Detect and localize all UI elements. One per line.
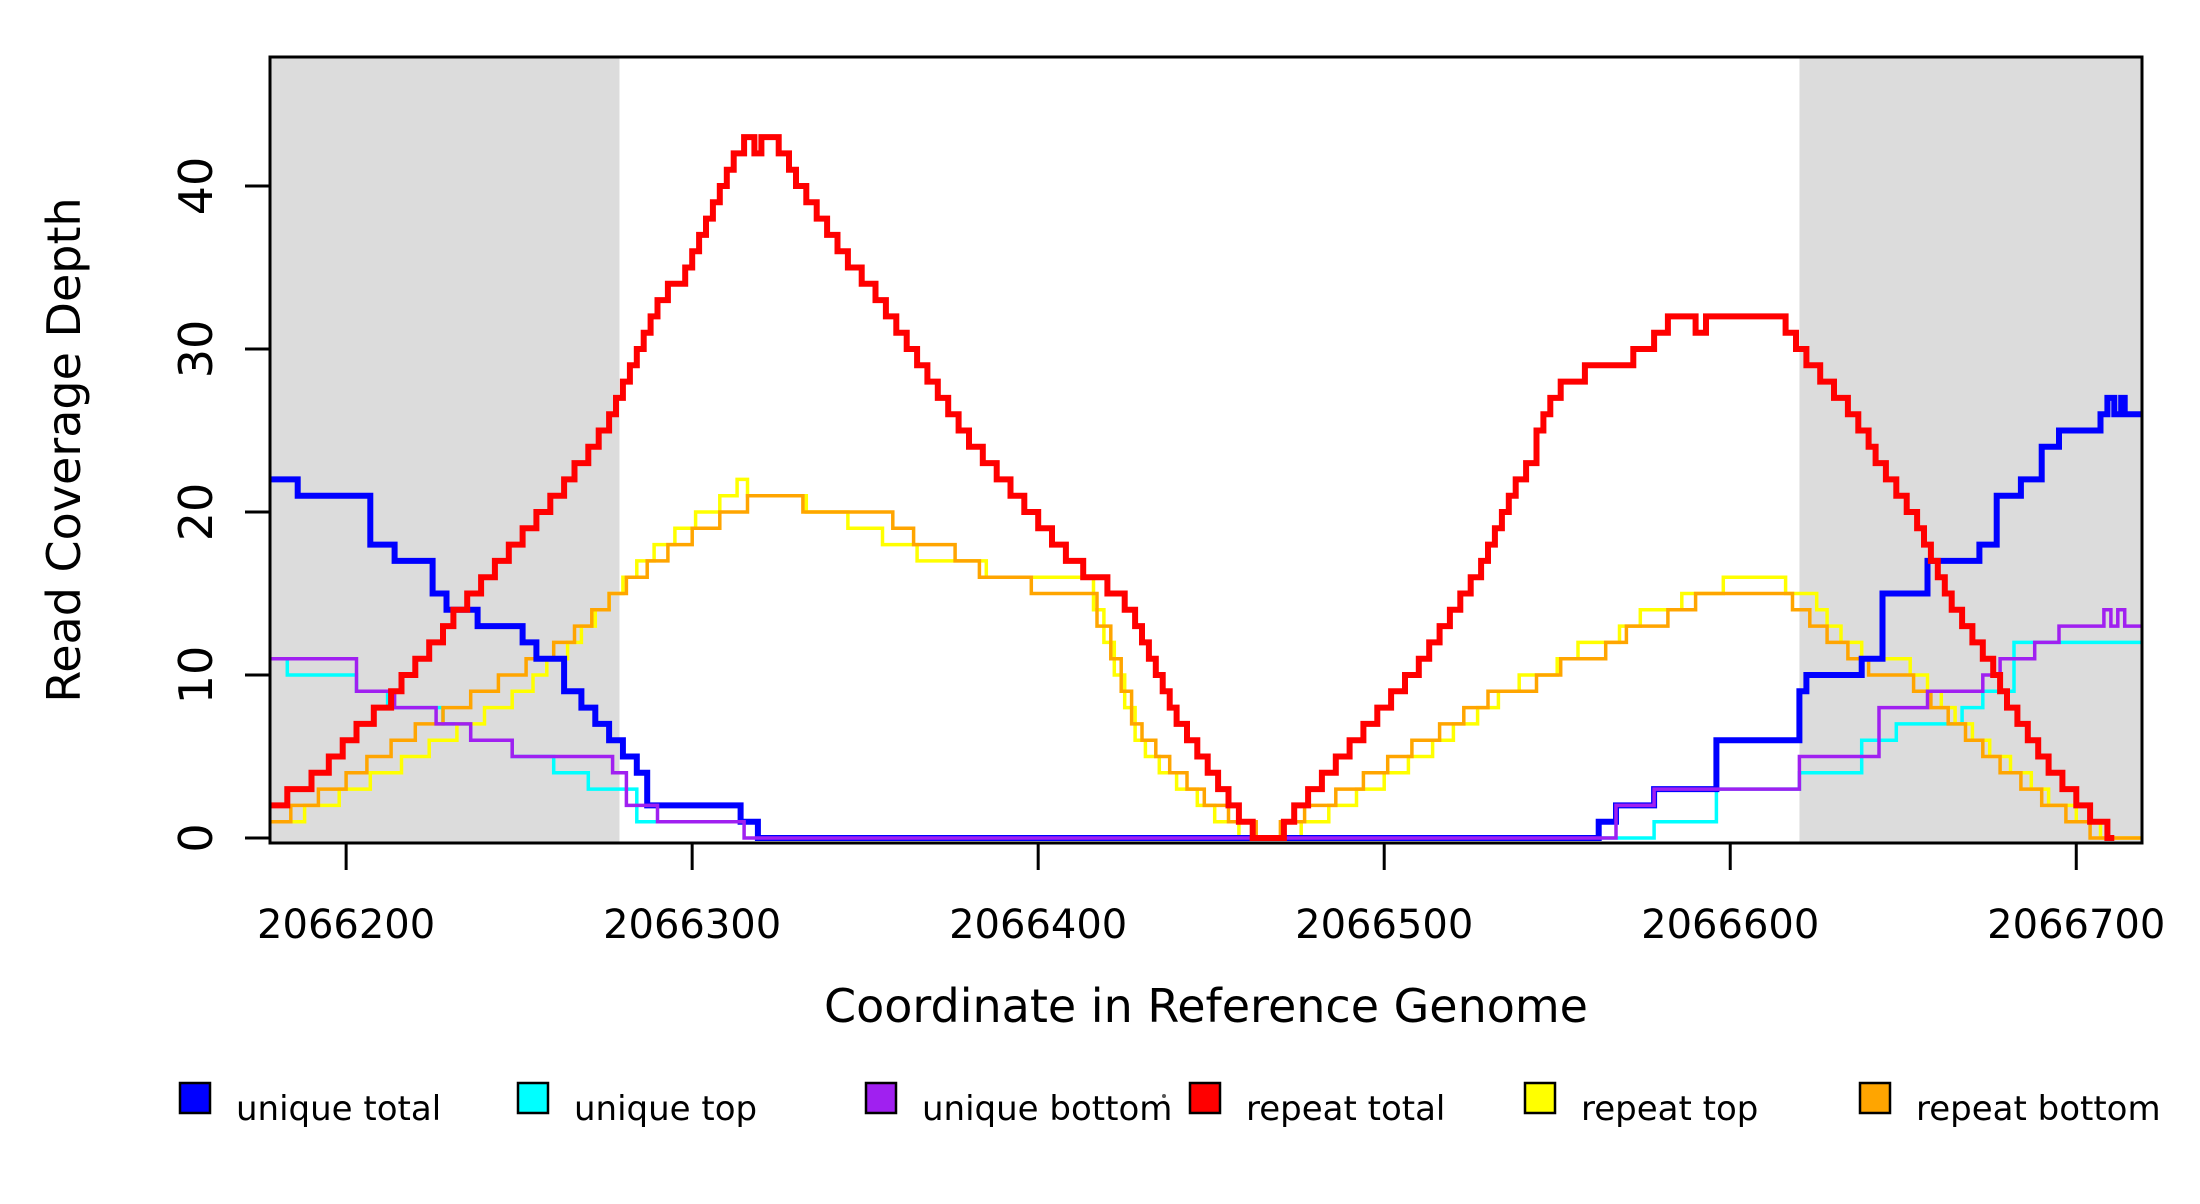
legend-swatch-unique-total <box>178 1081 212 1115</box>
x-axis-title: Coordinate in Reference Genome <box>824 979 1588 1033</box>
legend-item-unique-bottom: unique bottom <box>864 1081 1172 1129</box>
legend-item-unique-top: unique top <box>516 1081 757 1129</box>
y-axis-title: Read Coverage Depth <box>37 197 91 702</box>
series-line-unique-total <box>270 394 2142 841</box>
legend-label-unique-top: unique top <box>574 1089 757 1129</box>
legend-item-repeat-top: repeat top <box>1523 1081 1758 1129</box>
y-tick-label: 10 <box>169 646 223 705</box>
legend-item-repeat-total: repeat total <box>1188 1081 1445 1129</box>
series-line-repeat-total <box>270 134 2115 841</box>
x-tick-label: 2066700 <box>1987 902 2165 948</box>
legend-label-unique-bottom: unique bottom <box>922 1089 1172 1129</box>
legend-label-repeat-top: repeat top <box>1581 1089 1758 1129</box>
legend-swatch-repeat-bottom <box>1858 1081 1892 1115</box>
shaded-regions-layer <box>270 57 2142 843</box>
x-tick-label: 2066300 <box>603 902 781 948</box>
x-tick-label: 2066500 <box>1295 902 1473 948</box>
y-tick-label: 30 <box>169 320 223 379</box>
x-tick-label: 2066200 <box>257 902 435 948</box>
legend: unique total unique top unique bottom repea… <box>178 1081 2161 1129</box>
legend-item-unique-total: unique total <box>178 1081 441 1129</box>
legend-swatch-repeat-total <box>1188 1081 1222 1115</box>
legend-item-repeat-bottom: repeat bottom <box>1858 1081 2161 1129</box>
legend-swatch-unique-top <box>516 1081 550 1115</box>
legend-label-repeat-total: repeat total <box>1246 1089 1445 1129</box>
x-tick-label: 2066600 <box>1641 902 1819 948</box>
legend-swatch-unique-bottom <box>864 1081 898 1115</box>
legend-label-repeat-bottom: repeat bottom <box>1916 1089 2161 1129</box>
legend-label-unique-total: unique total <box>236 1089 441 1129</box>
y-tick-label: 0 <box>169 823 223 852</box>
plot-border-box <box>268 55 2144 845</box>
shaded-region-right-flank <box>1799 57 2142 843</box>
series-layer <box>270 134 2142 841</box>
y-tick-label: 40 <box>169 157 223 216</box>
stray-dot-artifact <box>1162 1094 1166 1098</box>
series-line-repeat-bottom <box>270 493 2142 840</box>
y-tick-label: 20 <box>169 483 223 542</box>
axis-ticks-layer: 2066200 2066300 2066400 2066500 2066600 20667… <box>169 157 2165 948</box>
series-line-unique-bottom <box>270 608 2142 840</box>
legend-swatch-repeat-top <box>1523 1081 1557 1115</box>
x-tick-label: 2066400 <box>949 902 1127 948</box>
